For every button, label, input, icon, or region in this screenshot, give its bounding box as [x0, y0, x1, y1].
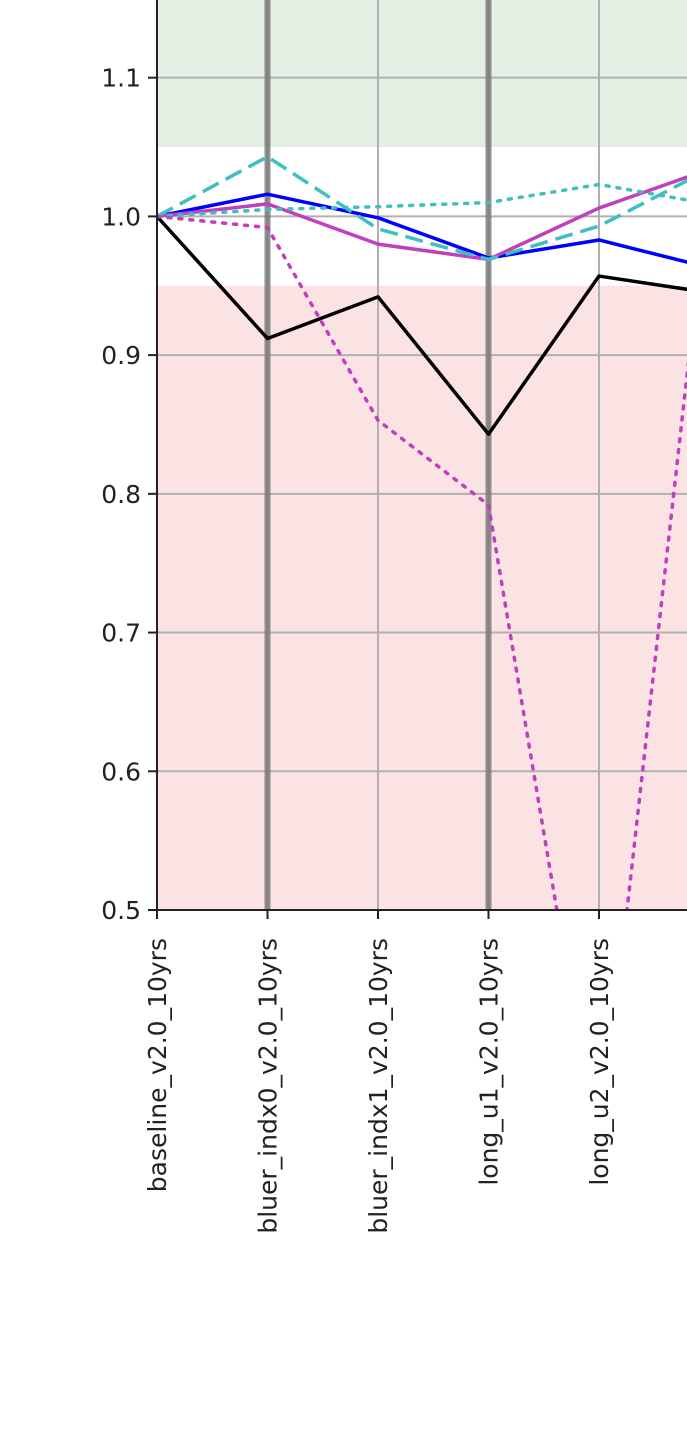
y-tick-label: 1.0 [101, 202, 141, 231]
series-line [157, 192, 687, 264]
series-line [157, 215, 687, 436]
series-line [157, 182, 687, 219]
band [157, 285, 687, 910]
x-tick-label: bluer_indx0_v2.0_10yrs [254, 938, 283, 1234]
series-line [157, 155, 687, 262]
y-tick-label: 0.6 [101, 757, 141, 786]
band [157, 0, 687, 148]
x-tick-label: long_u1_v2.0_10yrs [475, 938, 504, 1186]
x-tick-label: bluer_indx1_v2.0_10yrs [364, 938, 393, 1234]
y-tick-label: 0.5 [101, 896, 141, 925]
series-line [157, 175, 687, 262]
axes: 0.5 0.6 0.7 0.8 0.9 1.0 1.1 baseline_v2.0_10yrs… [101, 0, 687, 1234]
lines [157, 155, 687, 910]
x-tick-label: long_u2_v2.0_10yrs [585, 938, 614, 1186]
y-tick-label: 0.7 [101, 619, 141, 648]
y-tick-label: 1.1 [101, 64, 141, 93]
series-line [157, 214, 687, 910]
y-tick-label: 0.9 [101, 341, 141, 370]
x-tick-label: baseline_v2.0_10yrs [143, 938, 172, 1192]
y-tick-label: 0.8 [101, 480, 141, 509]
